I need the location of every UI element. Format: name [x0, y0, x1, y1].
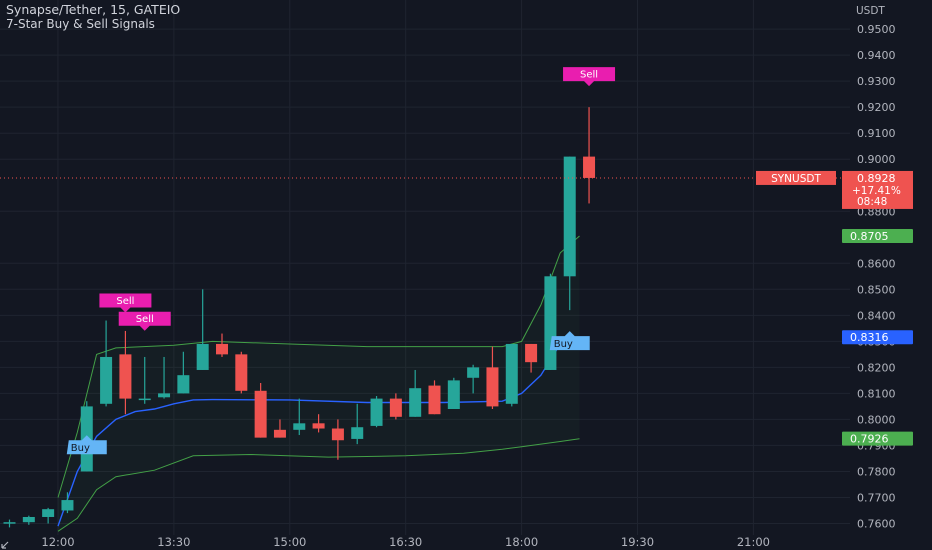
price-tick-label: 0.8500 [857, 283, 896, 296]
symbol-tag-bg[interactable] [756, 170, 836, 185]
sell-signal-text: Sell [136, 314, 154, 325]
candle-body[interactable] [389, 398, 402, 417]
candle-body[interactable] [583, 156, 596, 178]
ma-tag-bg [842, 330, 913, 345]
candle-body[interactable] [525, 343, 538, 363]
expand-icon[interactable] [1, 541, 9, 549]
candle-body[interactable] [312, 423, 325, 429]
candle-body[interactable] [254, 390, 267, 438]
countdown-text: 08:48 [857, 196, 887, 208]
price-tick-label: 0.9200 [857, 101, 896, 114]
candle-body[interactable] [177, 375, 190, 394]
price-tick-label: 0.8200 [857, 361, 896, 374]
price-tick-label: 0.9400 [857, 49, 896, 62]
price-change-text: +17.41% [852, 185, 901, 197]
symbol-title[interactable]: Synapse/Tether, 15, GATEIO [6, 2, 181, 17]
sell-signal-text: Sell [580, 70, 598, 81]
candle-body[interactable] [563, 156, 576, 277]
sell-signal-label[interactable] [118, 311, 171, 331]
price-tick-label: 0.9500 [857, 23, 896, 36]
band-lower-line [57, 438, 580, 532]
time-tick-label: 18:00 [505, 535, 538, 549]
indicator-name[interactable]: 7-Star Buy & Sell Signals [6, 17, 155, 31]
price-axis [850, 0, 932, 550]
band-upper-line [57, 235, 580, 498]
candle-body[interactable] [544, 276, 557, 370]
ma-tag-text: 0.8316 [850, 331, 889, 344]
time-tick-label: 21:00 [737, 535, 770, 549]
upper-band-tag-bg [842, 228, 913, 243]
buy-signal-label[interactable] [549, 331, 590, 351]
buy-signal-label[interactable] [66, 435, 107, 455]
symbol-tag-text: SYNUSDT [771, 173, 821, 185]
time-tick-label: 15:00 [273, 535, 306, 549]
price-tick-label: 0.8600 [857, 257, 896, 270]
candle-body[interactable] [428, 385, 441, 415]
chart-legend: Synapse/Tether, 15, GATEIO 7-Star Buy & … [6, 2, 180, 32]
candle-body[interactable] [467, 367, 480, 378]
price-tick-label: 0.9000 [857, 153, 896, 166]
time-tick-label: 19:30 [621, 535, 654, 549]
price-tick-label: 0.8400 [857, 309, 896, 322]
candle-body[interactable] [61, 500, 74, 511]
time-tick-label: 13:30 [157, 535, 190, 549]
price-tick-label: 0.8100 [857, 387, 896, 400]
candle-body[interactable] [235, 354, 248, 391]
candle-body[interactable] [216, 343, 228, 355]
buy-signal-text: Buy [71, 443, 90, 454]
candle-body[interactable] [370, 398, 383, 426]
candle-body[interactable] [409, 388, 422, 417]
price-tick-label: 0.9300 [857, 75, 896, 88]
lower-band-tag-text: 0.7926 [850, 433, 889, 446]
candle-body[interactable] [3, 522, 16, 524]
candle-body[interactable] [100, 356, 113, 404]
upper-band-tag-text: 0.8705 [850, 230, 889, 243]
current-price-text: 0.8928 [857, 172, 896, 185]
price-tick-label: 0.7700 [857, 491, 896, 504]
time-tick-label: 12:00 [41, 535, 74, 549]
candle-body[interactable] [158, 393, 171, 398]
sell-signal-label[interactable] [563, 67, 616, 87]
lower-band-tag-bg [842, 431, 913, 446]
buy-signal-text: Buy [554, 339, 573, 350]
currency-label: USDT [856, 5, 885, 17]
candle-body[interactable] [273, 429, 286, 438]
price-tick-label: 0.9100 [857, 127, 896, 140]
candle-body[interactable] [42, 509, 55, 517]
time-tick-label: 16:30 [389, 535, 422, 549]
candle-body[interactable] [138, 398, 151, 401]
sell-signal-text: Sell [116, 296, 134, 307]
candle-body[interactable] [293, 423, 306, 430]
ma-line [57, 336, 580, 527]
candle-body[interactable] [119, 354, 132, 399]
price-tick-label: 0.8000 [857, 413, 896, 426]
candle-body[interactable] [505, 343, 518, 404]
sell-signal-label[interactable] [99, 293, 152, 313]
candle-body[interactable] [22, 516, 35, 523]
candle-body[interactable] [447, 380, 460, 410]
candle-body[interactable] [196, 343, 209, 370]
candle-body[interactable] [486, 367, 499, 407]
price-tick-label: 0.7600 [857, 517, 896, 530]
price-tick-label: 0.7800 [857, 465, 896, 478]
price-box-bg [842, 170, 913, 209]
candle-body[interactable] [351, 427, 364, 439]
candle-body[interactable] [331, 428, 344, 441]
